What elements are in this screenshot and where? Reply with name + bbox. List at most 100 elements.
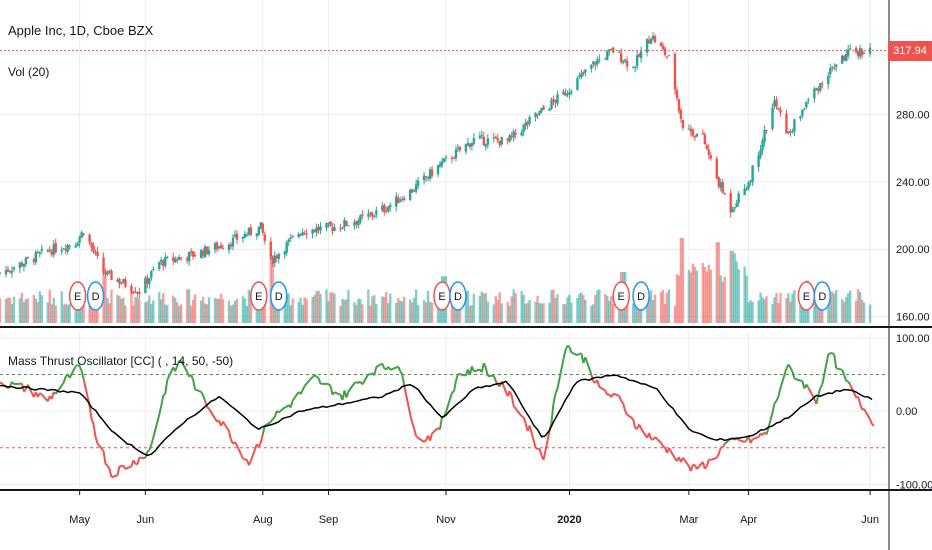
volume-bar	[120, 298, 123, 323]
oscillator-segment	[401, 374, 406, 386]
volume-bar	[492, 304, 495, 323]
volume-bar	[317, 290, 320, 323]
candle-body	[799, 116, 802, 119]
oscillator-segment	[164, 379, 169, 395]
oscillator-segment	[500, 381, 509, 397]
volume-legend[interactable]: Vol (20)	[8, 65, 50, 79]
volume-bar	[815, 291, 818, 323]
volume-bar	[301, 304, 304, 323]
volume-bar	[357, 298, 360, 323]
event-letter: D	[454, 291, 462, 303]
oscillator-legend[interactable]: Mass Thrust Oscillator [CC] ( , 14, 50, …	[8, 354, 234, 368]
candle-body	[381, 206, 384, 211]
candle-body	[691, 129, 695, 136]
volume-bar	[26, 298, 30, 323]
volume-bar	[635, 305, 639, 323]
volume-bar	[82, 305, 85, 323]
volume-bar	[701, 262, 705, 323]
candle-body	[472, 138, 476, 144]
candle-body	[177, 257, 181, 260]
oscillator-segment	[269, 418, 274, 423]
volume-bar	[402, 296, 406, 323]
oscillator-segment	[278, 406, 286, 414]
oscillator-segment	[454, 373, 459, 382]
candle-body	[108, 270, 111, 272]
volume-bar	[854, 300, 858, 323]
oscillator-segment	[612, 392, 620, 397]
volume-bar	[66, 304, 69, 323]
oscillator-segment	[208, 408, 216, 420]
oscillator-segment	[409, 414, 414, 423]
candle-body	[576, 78, 579, 91]
volume-bar	[395, 302, 398, 323]
volume-bar	[528, 299, 531, 323]
oscillator-segment	[522, 417, 527, 424]
candle-body	[201, 250, 205, 256]
oscillator-segment	[618, 395, 623, 402]
oscillator-segment	[355, 381, 359, 384]
candle-body	[827, 75, 830, 85]
last-price-tag: 317.94	[888, 40, 932, 61]
oscillator-segment	[696, 461, 704, 470]
volume-bar	[60, 291, 63, 323]
oscillator-segment	[542, 430, 551, 461]
volume-bar	[227, 300, 231, 323]
volume-bar	[831, 291, 834, 323]
candle-body	[580, 73, 583, 78]
oscillator-segment	[606, 393, 610, 396]
oscillator-segment	[92, 424, 97, 438]
candle-body	[719, 182, 722, 188]
volume-bar	[124, 305, 127, 323]
volume-bar	[554, 298, 557, 323]
volume-bar	[612, 303, 615, 323]
candle-body	[498, 140, 501, 146]
date-tick-label: Apr	[740, 514, 757, 526]
candle-body	[803, 108, 806, 110]
oscillator-segment	[174, 365, 179, 372]
candle-body	[0, 272, 2, 274]
signal-line	[0, 374, 873, 457]
candle-body	[478, 135, 482, 138]
candle-body	[821, 83, 824, 85]
oscillator-segment	[389, 366, 397, 371]
volume-bar	[62, 304, 65, 323]
candle-body	[705, 145, 709, 149]
candle-body	[375, 210, 378, 215]
candle-body	[20, 262, 24, 267]
date-tick-label: 2020	[557, 514, 581, 526]
candle-body	[412, 190, 416, 192]
candle-body	[291, 235, 294, 237]
volume-bar	[397, 298, 400, 323]
volume-bar	[856, 289, 860, 323]
volume-bar	[743, 266, 746, 323]
oscillator-segment	[329, 385, 334, 395]
volume-bar	[205, 304, 209, 323]
candle-body	[623, 59, 627, 62]
candle-body	[639, 51, 643, 59]
candle-body	[570, 91, 573, 93]
volume-bar	[387, 303, 390, 323]
volume-bar	[189, 305, 193, 323]
candle-body	[486, 138, 490, 145]
candle-body	[395, 196, 398, 207]
candle-body	[470, 142, 474, 147]
date-tick-label: Nov	[436, 514, 456, 526]
candle-body	[805, 101, 808, 108]
symbol-title[interactable]: Apple Inc, 1D, Cboe BZX	[8, 23, 154, 38]
candle-body	[52, 244, 55, 255]
volume-bar	[846, 293, 850, 323]
candle-body	[779, 109, 782, 113]
oscillator-segment	[715, 453, 720, 459]
candle-body	[146, 277, 149, 284]
candle-body	[357, 220, 360, 226]
oscillator-segment	[749, 438, 754, 444]
oscillator-segment	[604, 390, 609, 396]
volume-bar	[311, 296, 314, 323]
candle-body	[426, 177, 430, 179]
candle-body	[631, 66, 635, 68]
candle-body	[241, 237, 245, 239]
candle-body	[172, 257, 175, 261]
